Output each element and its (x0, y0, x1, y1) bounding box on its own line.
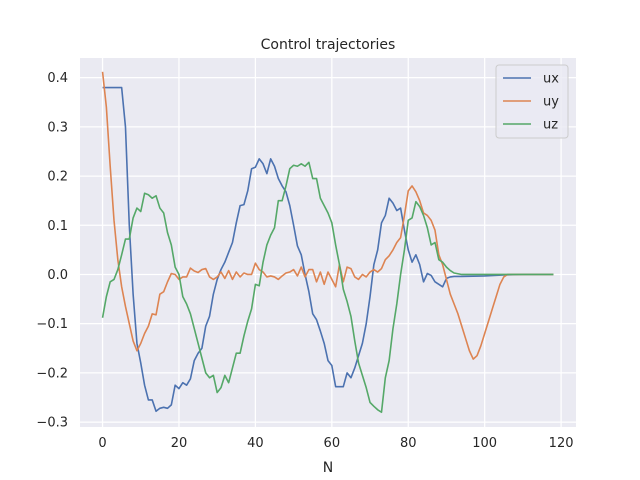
x-tick-label: 20 (171, 436, 188, 451)
x-tick-label: 80 (400, 436, 417, 451)
y-tick-label: 0.1 (47, 219, 68, 234)
plot-area (80, 58, 576, 427)
y-tick-label: 0.2 (47, 170, 68, 185)
y-tick-label: −0.1 (36, 317, 68, 332)
legend-box (495, 64, 569, 139)
y-tick-label: 0.4 (47, 71, 68, 86)
x-tick-label: 100 (472, 436, 497, 451)
x-axis-ticks: 0 20 40 60 80 100 120 (98, 436, 573, 451)
legend-label-uy: uy (543, 95, 559, 110)
legend-label-ux: ux (543, 72, 559, 87)
series-line-uz (101, 161, 554, 414)
x-axis-label: N (323, 460, 333, 476)
legend: ux uy uz (495, 64, 569, 139)
chart-title: Control trajectories (261, 37, 396, 53)
x-tick-label: 120 (549, 436, 574, 451)
y-tick-label: 0.0 (47, 268, 68, 283)
x-tick-label: 0 (98, 436, 106, 451)
series-line-uy (101, 71, 554, 360)
y-tick-label: −0.3 (36, 416, 68, 431)
legend-label-uz: uz (543, 118, 558, 133)
x-tick-label: 60 (324, 436, 341, 451)
series-line-ux (102, 86, 554, 413)
y-tick-label: 0.3 (47, 120, 68, 135)
series-layer (101, 71, 554, 414)
x-tick-label: 40 (247, 436, 264, 451)
y-tick-label: −0.2 (36, 366, 68, 381)
y-axis-ticks: −0.3 −0.2 −0.1 0.0 0.1 0.2 0.3 0.4 (36, 71, 68, 430)
